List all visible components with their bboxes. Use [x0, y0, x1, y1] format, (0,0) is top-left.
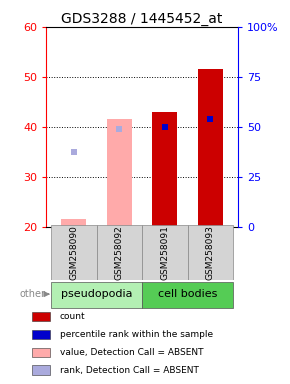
Text: percentile rank within the sample: percentile rank within the sample — [60, 330, 213, 339]
Bar — [32, 330, 50, 339]
Text: other: other — [19, 289, 46, 299]
Bar — [142, 225, 188, 280]
Bar — [32, 312, 50, 321]
Bar — [188, 225, 233, 280]
Text: GSM258091: GSM258091 — [160, 225, 169, 280]
Bar — [152, 112, 177, 227]
Bar — [51, 225, 97, 280]
Bar — [142, 282, 233, 308]
Bar — [32, 348, 50, 357]
Text: GSM258090: GSM258090 — [69, 225, 78, 280]
Text: value, Detection Call = ABSENT: value, Detection Call = ABSENT — [60, 348, 203, 357]
Text: count: count — [60, 312, 85, 321]
Text: GSM258093: GSM258093 — [206, 225, 215, 280]
Text: cell bodies: cell bodies — [158, 289, 218, 299]
Text: GSM258092: GSM258092 — [115, 225, 124, 280]
Bar — [198, 70, 223, 227]
Text: rank, Detection Call = ABSENT: rank, Detection Call = ABSENT — [60, 366, 198, 374]
Bar — [61, 219, 86, 227]
Bar — [51, 282, 142, 308]
Bar — [32, 366, 50, 375]
Bar — [97, 225, 142, 280]
Title: GDS3288 / 1445452_at: GDS3288 / 1445452_at — [61, 12, 223, 26]
Text: pseudopodia: pseudopodia — [61, 289, 132, 299]
Bar — [107, 119, 132, 227]
